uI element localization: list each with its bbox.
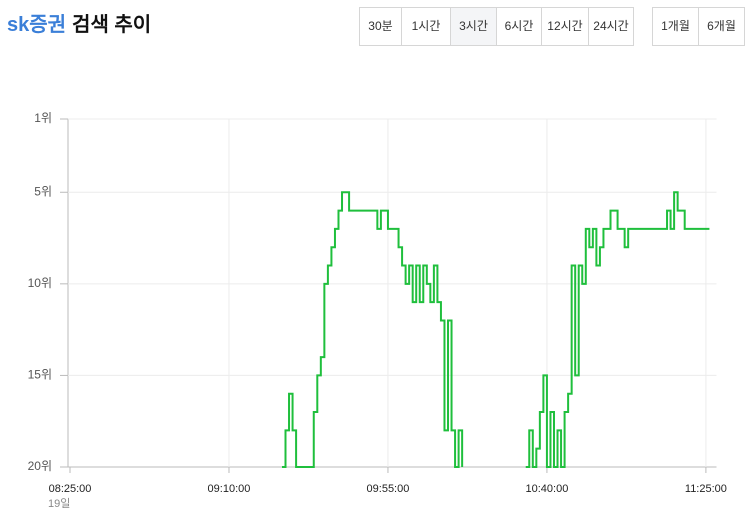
time-button-label[interactable]: 6시간 — [505, 19, 534, 33]
time-button[interactable] — [588, 7, 634, 46]
time-button-label[interactable]: 1시간 — [412, 19, 441, 33]
title-text: 검색 추이 — [72, 13, 151, 36]
y-tick-label: 20위 — [28, 459, 52, 473]
time-button[interactable] — [652, 7, 699, 46]
time-button-label[interactable]: 6개월 — [707, 19, 736, 33]
title: sk증권 검색 추이 — [7, 13, 151, 36]
date-label: 19일 — [48, 496, 70, 510]
time-button[interactable] — [450, 7, 497, 46]
keyword: sk증권 — [7, 13, 66, 36]
x-tick-label: 10:40:00 — [526, 483, 569, 495]
y-tick-label: 1위 — [34, 111, 52, 125]
x-tick-label: 09:10:00 — [208, 483, 251, 495]
y-tick-label: 10위 — [28, 276, 52, 290]
time-button-label[interactable]: 12시간 — [547, 19, 582, 33]
y-tick-label: 15위 — [28, 368, 52, 382]
time-button-label[interactable]: 1개월 — [661, 19, 690, 33]
rank-line — [281, 191, 710, 468]
time-button-label[interactable]: 30분 — [368, 19, 392, 33]
time-button[interactable] — [698, 7, 745, 46]
x-tick-label: 11:25:00 — [685, 483, 727, 495]
x-tick-label: 09:55:00 — [367, 483, 410, 495]
time-button[interactable] — [541, 7, 589, 46]
time-button-label[interactable]: 24시간 — [593, 19, 628, 33]
time-button-label[interactable]: 3시간 — [459, 19, 488, 33]
y-tick-label: 5위 — [34, 184, 52, 198]
time-button[interactable] — [401, 7, 451, 46]
time-button[interactable] — [359, 7, 402, 46]
x-tick-label: 08:25:00 — [49, 483, 92, 495]
